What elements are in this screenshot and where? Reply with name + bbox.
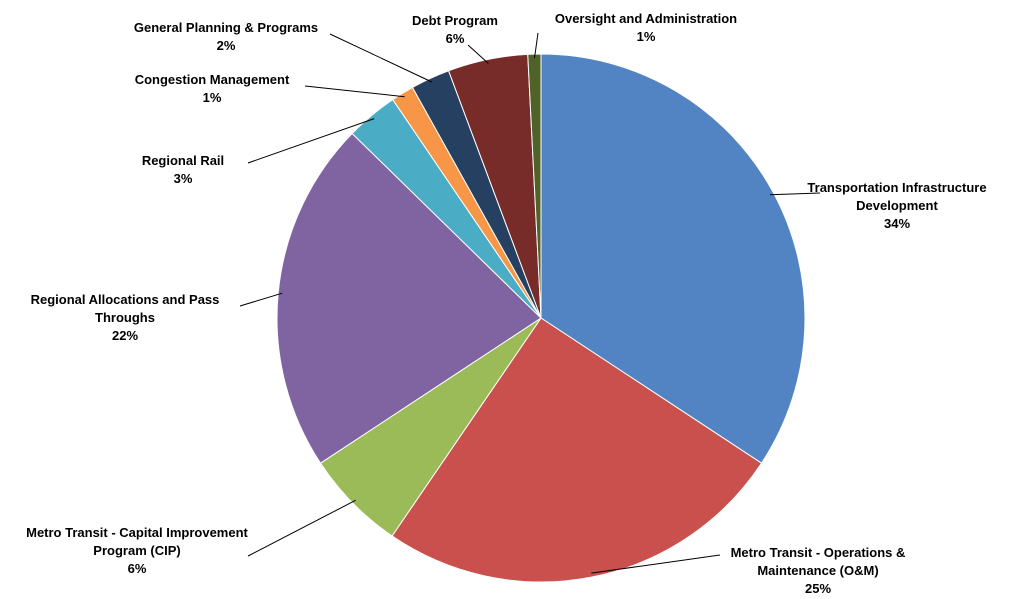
slice-label-transportation-infrastructure-development: Transportation Infrastructure Development… [807,180,986,231]
slice-name-line: Program (CIP) [93,543,180,558]
slice-percent-label: 34% [884,216,910,231]
slice-label-congestion-management: Congestion Management 1% [135,72,290,105]
leader-line-debt-program [467,44,489,64]
leader-lines [239,32,821,574]
slice-name-line: Debt Program [412,13,498,28]
slice-percent-label: 1% [203,90,222,105]
slice-name-line: Metro Transit - Capital Improvement [26,525,248,540]
leader-line-metro-transit-operations-maintenance-o-m [591,554,721,574]
slice-percent-label: 3% [174,171,193,186]
slice-name-line: Development [856,198,938,213]
pie-slices [276,53,806,583]
slice-name-line: Metro Transit - Operations & [731,545,906,560]
slice-label-regional-rail: Regional Rail 3% [142,153,224,186]
slice-label-debt-program: Debt Program 6% [412,13,498,46]
slice-labels: Transportation Infrastructure Development… [26,11,986,596]
slice-name-line: Maintenance (O&M) [757,563,878,578]
slice-metro-transit-operations-maintenance-o-m [391,317,763,583]
slice-name-line: Regional Allocations and Pass [31,292,220,307]
slice-name-line: Oversight and Administration [555,11,737,26]
slice-percent-label: 1% [637,29,656,44]
slice-label-metro-transit-operations-maintenance-o-m: Metro Transit - Operations & Maintenance … [731,545,906,596]
leader-line-oversight-and-administration [534,32,539,59]
slice-name-line: Transportation Infrastructure [807,180,986,195]
leader-line-regional-allocations-and-pass-throughs [239,292,283,307]
slice-label-metro-transit-capital-improvement-program-cip: Metro Transit - Capital Improvement Progr… [26,525,248,576]
slice-regional-allocations-and-pass-throughs [276,132,542,464]
slice-percent-label: 6% [128,561,147,576]
slice-name-line: General Planning & Programs [134,20,318,35]
leader-line-transportation-infrastructure-development [769,192,821,196]
leader-line-congestion-management [304,85,405,98]
slice-label-oversight-and-administration: Oversight and Administration 1% [555,11,737,44]
slice-percent-label: 6% [446,31,465,46]
slice-name-line: Regional Rail [142,153,224,168]
slice-oversight-and-administration [527,53,542,319]
leader-line-general-planning-programs [329,33,433,83]
slice-name-line: Congestion Management [135,72,290,87]
slice-percent-label: 22% [112,328,138,343]
slice-percent-label: 25% [805,581,831,596]
slice-name-line: Throughs [95,310,155,325]
slice-label-general-planning-programs: General Planning & Programs 2% [134,20,318,53]
slice-percent-label: 2% [217,38,236,53]
leader-line-metro-transit-capital-improvement-program-cip [247,499,356,557]
leader-line-regional-rail [247,118,375,164]
slice-label-regional-allocations-and-pass-throughs: Regional Allocations and Pass Throughs 22% [31,292,220,343]
